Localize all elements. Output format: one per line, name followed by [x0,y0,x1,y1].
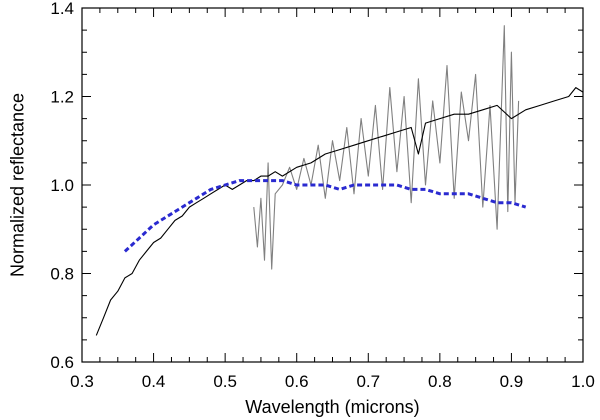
series-line-black-spectrum [95,87,584,336]
x-tick-label: 1.0 [571,372,595,391]
plot-frame [81,7,584,363]
y-tick-label: 1.2 [50,88,74,107]
x-tick-label: 0.7 [356,372,380,391]
y-tick-label: 1.0 [50,176,74,195]
x-tick-label: 0.4 [142,372,166,391]
ticks-layer [81,7,584,363]
x-tick-label: 0.9 [500,372,524,391]
x-tick-label: 0.8 [428,372,452,391]
y-axis-label: Normalized reflectance [7,93,27,277]
series-layer [95,25,584,336]
x-tick-label: 0.3 [70,372,94,391]
series-line-gray-spectrum [253,25,520,270]
x-tick-label: 0.6 [285,372,309,391]
y-tick-label: 0.6 [50,353,74,372]
x-tick-label: 0.5 [213,372,237,391]
y-tick-label: 1.4 [50,0,74,18]
tick-labels-layer: 0.3 0.4 0.5 0.6 0.7 0.8 0.9 1.0 0.6 0.8 1.0 1.2 1.4 [50,0,594,391]
series-line-blue-spectrum [123,179,527,253]
y-tick-label: 0.8 [50,265,74,284]
x-axis-label: Wavelength (microns) [245,397,419,417]
